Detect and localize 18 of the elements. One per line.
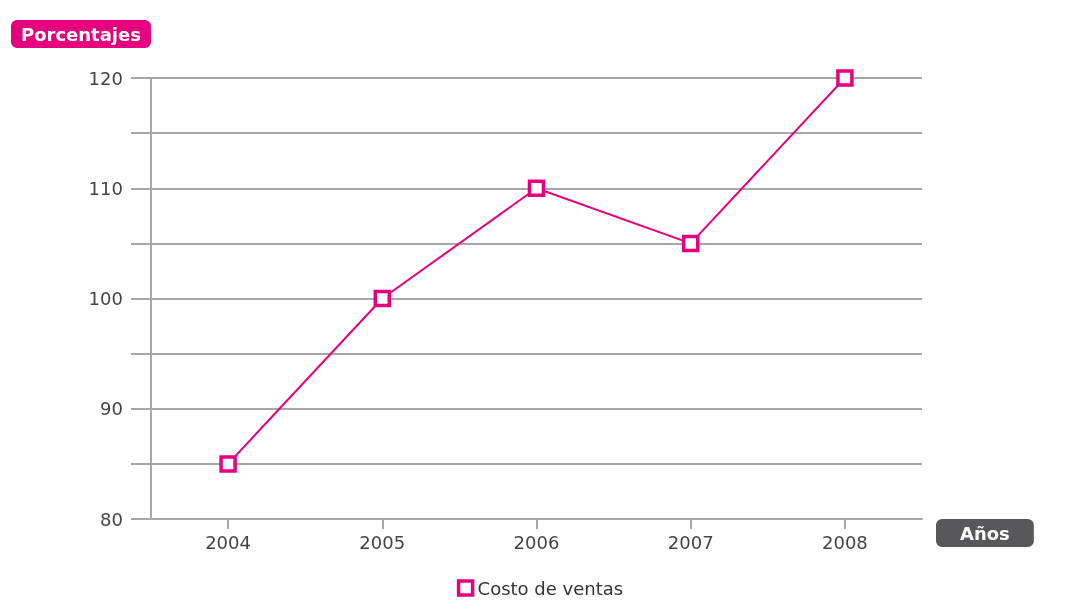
x-tick-label: 2007 — [667, 531, 714, 553]
x-tick-label: 2004 — [205, 531, 251, 553]
y-tick-label: 100 — [88, 288, 123, 309]
point — [219, 455, 237, 473]
x-axis-title: Años — [960, 522, 1010, 544]
point — [527, 179, 546, 197]
legend-label: Costo de ventas — [477, 577, 624, 599]
y-tick-label: 80 — [100, 508, 123, 530]
point — [681, 234, 700, 253]
x-tick-label: 2006 — [513, 531, 560, 553]
x-tick-label: 2008 — [821, 531, 868, 553]
y-tick-label: 90 — [100, 398, 123, 420]
x-tick-label: 2005 — [359, 531, 406, 553]
point — [836, 69, 854, 87]
y-axis-title: Porcentajes — [20, 23, 141, 45]
y-tick-label: 110 — [88, 177, 123, 199]
point — [373, 289, 392, 308]
y-tick-label: 120 — [88, 67, 123, 89]
